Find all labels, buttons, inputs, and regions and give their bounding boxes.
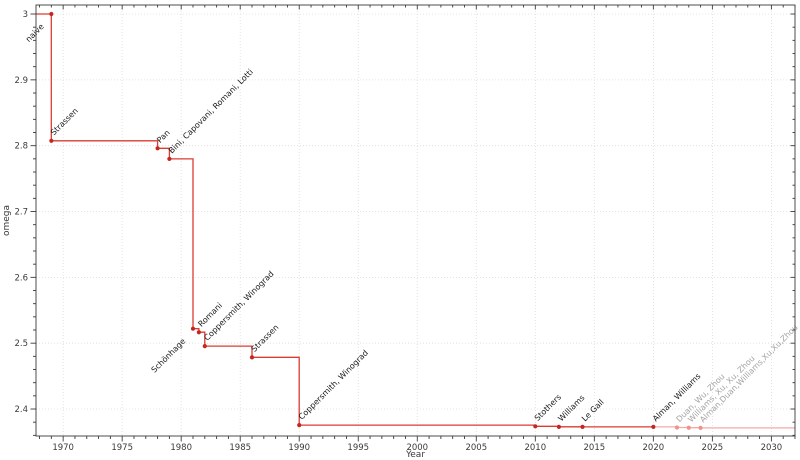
y-tick-label: 2.5 <box>14 339 28 349</box>
y-tick-label: 2.7 <box>14 208 28 218</box>
data-point <box>155 146 160 151</box>
x-tick-label: 1980 <box>170 443 192 453</box>
data-point <box>686 425 691 430</box>
x-tick-label: 2010 <box>524 443 546 453</box>
x-tick-label: 1995 <box>347 443 369 453</box>
series-line-recent-bounds <box>653 426 795 429</box>
point-label: Coppersmith, Winograd <box>297 348 370 421</box>
y-tick-label: 3 <box>23 10 28 20</box>
point-label: Strassen <box>250 323 281 354</box>
data-point <box>533 424 538 429</box>
x-axis-label: Year <box>405 450 425 460</box>
data-point <box>297 423 302 428</box>
data-point <box>196 330 201 335</box>
plot-border <box>35 4 796 437</box>
x-tick-label: 2020 <box>643 443 665 453</box>
data-point <box>698 425 703 430</box>
x-tick-label: 2030 <box>761 443 783 453</box>
y-tick-label: 2.9 <box>14 76 28 86</box>
y-tick-label: 2.6 <box>14 273 28 283</box>
x-tick-label: 1990 <box>288 443 310 453</box>
data-point <box>202 344 207 349</box>
x-tick-label: 2005 <box>465 443 487 453</box>
data-point <box>190 326 196 331</box>
x-tick-label: 1970 <box>52 443 74 453</box>
data-point <box>580 424 585 429</box>
point-label: Alman,Duan,Williams,Xu,Xu,Zhou <box>698 323 799 424</box>
data-point <box>167 156 172 162</box>
y-axis-label: omega <box>2 205 12 236</box>
point-label: Strassen <box>49 106 80 137</box>
x-tick-label: 1975 <box>111 443 133 453</box>
data-point <box>49 138 54 143</box>
data-point <box>556 424 562 429</box>
x-tick-label: 2000 <box>406 443 428 453</box>
point-label: Bini, Capovani, Romani, Lotti <box>167 67 255 155</box>
y-tick-label: 2.8 <box>14 142 28 152</box>
data-point <box>49 11 54 17</box>
data-point <box>249 355 255 360</box>
y-tick-label: 2.4 <box>14 405 28 415</box>
data-point <box>674 425 680 430</box>
x-tick-label: 2025 <box>702 443 724 453</box>
x-tick-label: 1985 <box>229 443 251 453</box>
point-label: Williams, Xu, Xu, Zhou <box>686 354 756 424</box>
series-line-established-bounds <box>36 13 654 428</box>
data-point <box>651 424 656 429</box>
x-tick-label: 2015 <box>584 443 606 453</box>
point-label: Schönhage <box>150 337 188 375</box>
